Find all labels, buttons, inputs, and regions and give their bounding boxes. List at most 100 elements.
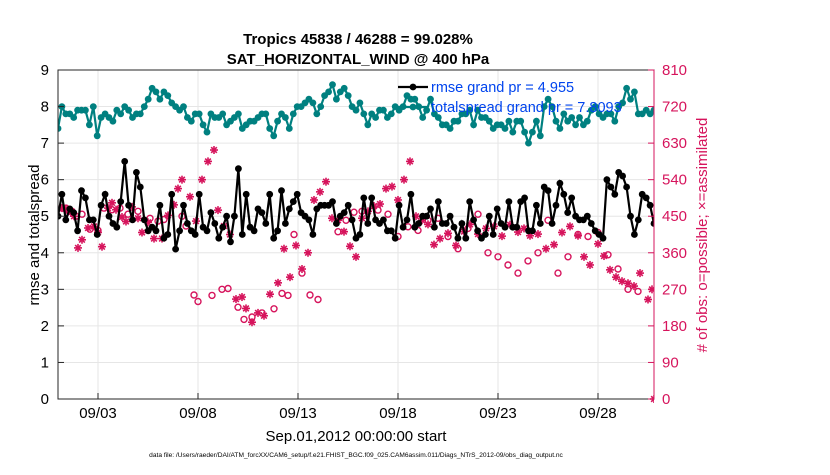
obs-assimilated-point xyxy=(266,290,274,298)
rmse-point xyxy=(583,212,591,220)
obs-possible-point xyxy=(350,208,358,216)
rmse-point xyxy=(152,227,160,235)
rmse-point xyxy=(125,201,132,209)
y-right-tick-label: 450 xyxy=(662,208,687,225)
rmse-point xyxy=(270,234,278,242)
spread-point xyxy=(544,95,552,103)
spread-point xyxy=(470,121,477,129)
obs-assimilated-point xyxy=(118,213,126,221)
obs-assimilated-point xyxy=(542,245,550,253)
spread-point xyxy=(364,121,372,129)
spread-point xyxy=(411,95,419,103)
rmse-point xyxy=(485,212,493,220)
rmse-point xyxy=(231,212,238,220)
spread-point xyxy=(372,114,379,121)
rmse-point xyxy=(289,198,297,206)
rmse-point xyxy=(333,220,340,227)
obs-assimilated-point xyxy=(566,222,574,230)
spread-point xyxy=(427,95,434,103)
rmse-point xyxy=(329,198,336,206)
rmse-point xyxy=(399,223,407,231)
spread-point xyxy=(266,125,274,132)
obs-assimilated-point xyxy=(406,157,414,165)
spread-point xyxy=(556,125,564,132)
y-tick-label: 7 xyxy=(41,135,49,152)
obs-possible-point xyxy=(208,291,216,300)
rmse-point xyxy=(207,209,215,217)
obs-assimilated-point xyxy=(150,235,158,242)
obs-possible-point xyxy=(384,210,392,218)
obs-possible-point xyxy=(194,297,202,306)
rmse-point xyxy=(560,190,568,198)
obs-assimilated-point xyxy=(174,185,182,192)
obs-assimilated-point xyxy=(138,229,146,236)
rmse-point xyxy=(258,209,266,217)
rmse-point xyxy=(501,223,509,231)
spread-point xyxy=(70,114,78,121)
rmse-point xyxy=(529,227,536,235)
obs-assimilated-point xyxy=(624,279,632,287)
obs-possible-point xyxy=(240,315,248,324)
rmse-point xyxy=(564,209,572,217)
obs-assimilated-point xyxy=(534,230,542,238)
obs-assimilated-point xyxy=(232,295,240,303)
spread-point xyxy=(548,103,556,110)
obs-possible-point xyxy=(234,303,242,311)
y-tick-label: 2 xyxy=(41,318,49,335)
y-right-tick-label: 0 xyxy=(662,391,670,408)
rmse-point xyxy=(548,220,556,227)
rmse-point xyxy=(450,223,458,231)
y-right-tick-label: 720 xyxy=(662,99,687,116)
x-tick-label: 09/23 xyxy=(479,405,517,422)
spread-point xyxy=(219,110,227,118)
rmse-point xyxy=(470,216,477,224)
obs-assimilated-point xyxy=(340,228,348,236)
obs-assimilated-point xyxy=(636,269,644,277)
obs-assimilated-point xyxy=(78,236,86,244)
rmse-point xyxy=(340,209,348,217)
obs-assimilated-series xyxy=(58,146,654,403)
obs-assimilated-point xyxy=(394,196,402,204)
spread-point xyxy=(521,128,528,136)
spread-point xyxy=(533,117,540,125)
obs-assimilated-point xyxy=(292,242,300,249)
y-tick-label: 6 xyxy=(41,172,49,189)
spread-point xyxy=(650,106,654,114)
rmse-point xyxy=(164,231,172,238)
y-tick-label: 8 xyxy=(41,99,49,116)
x-tick-label: 09/18 xyxy=(379,405,417,422)
spread-point xyxy=(552,117,560,125)
legend: rmse grand pr = 4.955 totalspread grand p… xyxy=(398,80,622,116)
legend-marker-rmse xyxy=(409,83,417,91)
spread-point xyxy=(309,99,317,107)
obs-possible-point xyxy=(342,216,350,225)
plot-area xyxy=(58,81,654,403)
spread-point xyxy=(501,125,509,132)
obs-assimilated-point xyxy=(452,242,460,249)
rmse-point xyxy=(93,231,101,238)
spread-point xyxy=(517,117,525,125)
obs-assimilated-point xyxy=(178,176,186,184)
spread-point xyxy=(344,92,352,99)
obs-possible-point xyxy=(314,295,322,304)
y-right-tick-label: 270 xyxy=(662,281,687,298)
obs-assimilated-point xyxy=(204,157,212,165)
spread-point xyxy=(262,110,270,118)
obs-assimilated-point xyxy=(322,178,330,186)
spread-point xyxy=(58,125,62,132)
obs-possible-point xyxy=(306,291,314,299)
obs-assimilated-point xyxy=(328,214,336,222)
y-right-tick-label: 540 xyxy=(662,172,687,189)
spread-point xyxy=(144,95,152,103)
x-tick-label: 09/28 xyxy=(579,405,617,422)
spread-point xyxy=(611,117,619,125)
spread-point xyxy=(352,106,360,114)
rmse-point xyxy=(227,238,234,246)
rmse-point xyxy=(458,220,466,227)
rmse-point xyxy=(380,216,387,224)
spread-point xyxy=(195,110,203,118)
obs-possible-point xyxy=(584,232,592,241)
obs-possible-point xyxy=(564,253,572,261)
rmse-point xyxy=(493,205,501,213)
obs-assimilated-point xyxy=(274,279,282,287)
